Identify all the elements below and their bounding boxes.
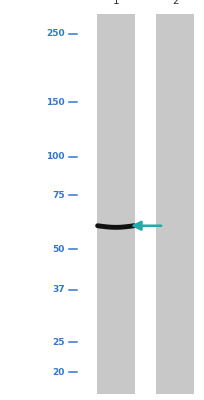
Text: 75: 75 [52,191,64,200]
Text: 25: 25 [52,338,64,347]
Text: 1: 1 [112,0,119,6]
Text: 100: 100 [46,152,64,161]
Text: 150: 150 [46,98,64,107]
Text: 2: 2 [171,0,178,6]
Bar [96,14,134,394]
Bar [155,14,193,394]
Text: 37: 37 [52,285,64,294]
Text: 20: 20 [52,368,64,377]
Text: 50: 50 [52,245,64,254]
Text: 250: 250 [46,29,64,38]
